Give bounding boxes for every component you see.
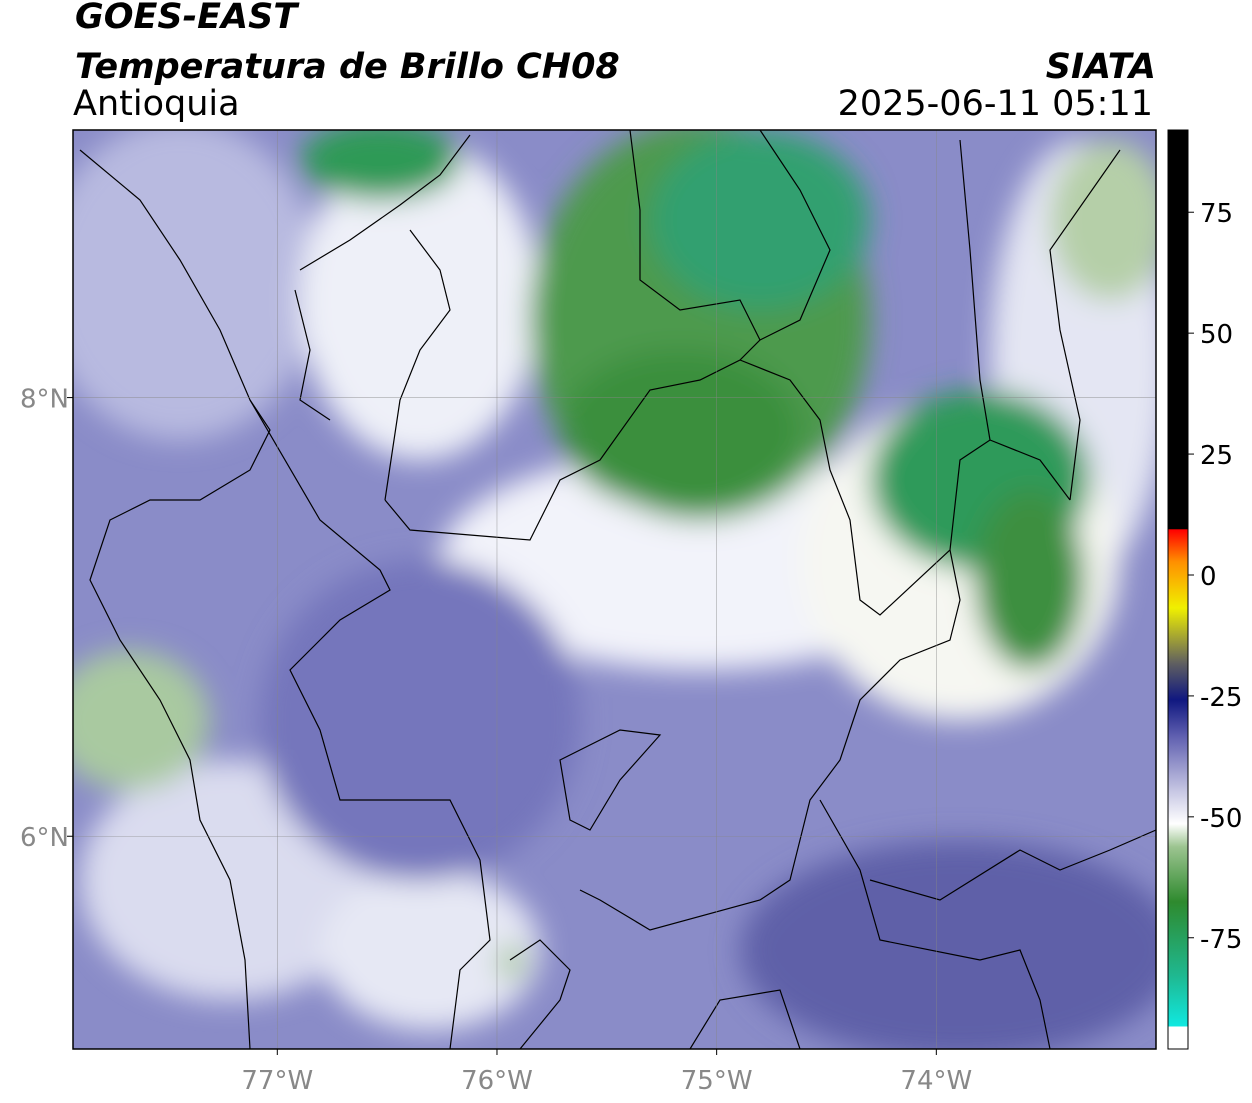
y-tick-label: 6°N — [20, 823, 69, 853]
colorbar-tick-label: 0 — [1200, 562, 1217, 592]
colorbar-tick-label: 25 — [1200, 441, 1233, 471]
region: Antioquia — [73, 84, 240, 124]
title: GOES-EAST — [75, 0, 300, 37]
x-tick-label: 75°W — [681, 1066, 753, 1096]
timestamp: 2025-06-11 05:11 — [838, 84, 1153, 124]
x-tick-label: 74°W — [900, 1066, 972, 1096]
colorbar-tick-label: -50 — [1200, 804, 1242, 834]
map-frame — [72, 129, 1157, 1050]
grid — [67, 130, 1156, 1055]
colorbar-tick-label: 75 — [1200, 199, 1233, 229]
colorbar-tick-label: -25 — [1200, 683, 1242, 713]
x-tick-label: 77°W — [241, 1066, 313, 1096]
colorbar — [1167, 129, 1189, 1050]
colorbar-tick-label: -75 — [1200, 925, 1242, 955]
y-tick-label: 8°N — [20, 385, 69, 415]
map-image — [73, 130, 1156, 1049]
colorbar-tick-label: 50 — [1200, 320, 1233, 350]
colorbar-ticks: 75 50 25 0 -25 -50 -75 — [1188, 199, 1242, 955]
source: SIATA — [1046, 47, 1156, 87]
subtitle: Temperatura de Brillo CH08 — [75, 47, 620, 87]
x-tick-label: 76°W — [461, 1066, 533, 1096]
